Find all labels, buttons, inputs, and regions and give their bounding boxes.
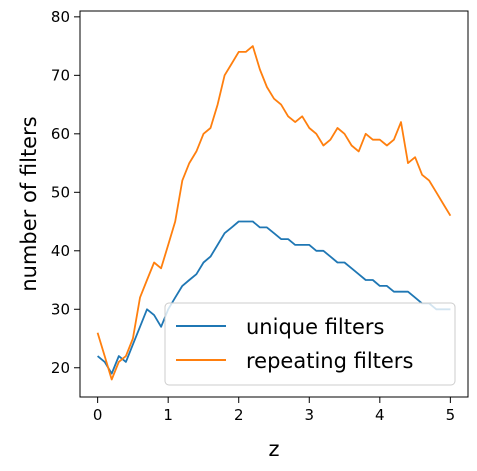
legend-label-repeating-filters: repeating filters [246,349,413,373]
y-tick-label: 20 [51,359,70,377]
x-tick-label: 3 [304,406,314,424]
y-tick-label: 70 [51,66,70,84]
y-tick-label: 40 [51,242,70,260]
y-axis-ticks: 20 30 40 50 60 70 80 [51,8,80,377]
x-tick-label: 4 [375,406,385,424]
x-axis-ticks: 0 1 2 3 4 5 [93,397,455,424]
series-layer [96,45,452,381]
series-line-unique-filters [97,220,451,375]
legend-frame [164,302,456,386]
y-axis-label: number of filters [17,116,41,291]
x-tick-label: 1 [163,406,173,424]
y-tick-label: 30 [51,300,70,318]
x-tick-label: 2 [234,406,244,424]
y-tick-label: 50 [51,183,70,201]
y-tick-label: 60 [51,125,70,143]
y-tick-label: 80 [51,8,70,26]
x-tick-label: 5 [446,406,456,424]
x-axis-label: z [268,437,279,461]
series-line-repeating-filters [96,45,452,381]
legend: unique filters repeating filters [164,302,456,386]
legend-label-unique-filters: unique filters [246,315,384,339]
x-tick-label: 0 [93,406,103,424]
